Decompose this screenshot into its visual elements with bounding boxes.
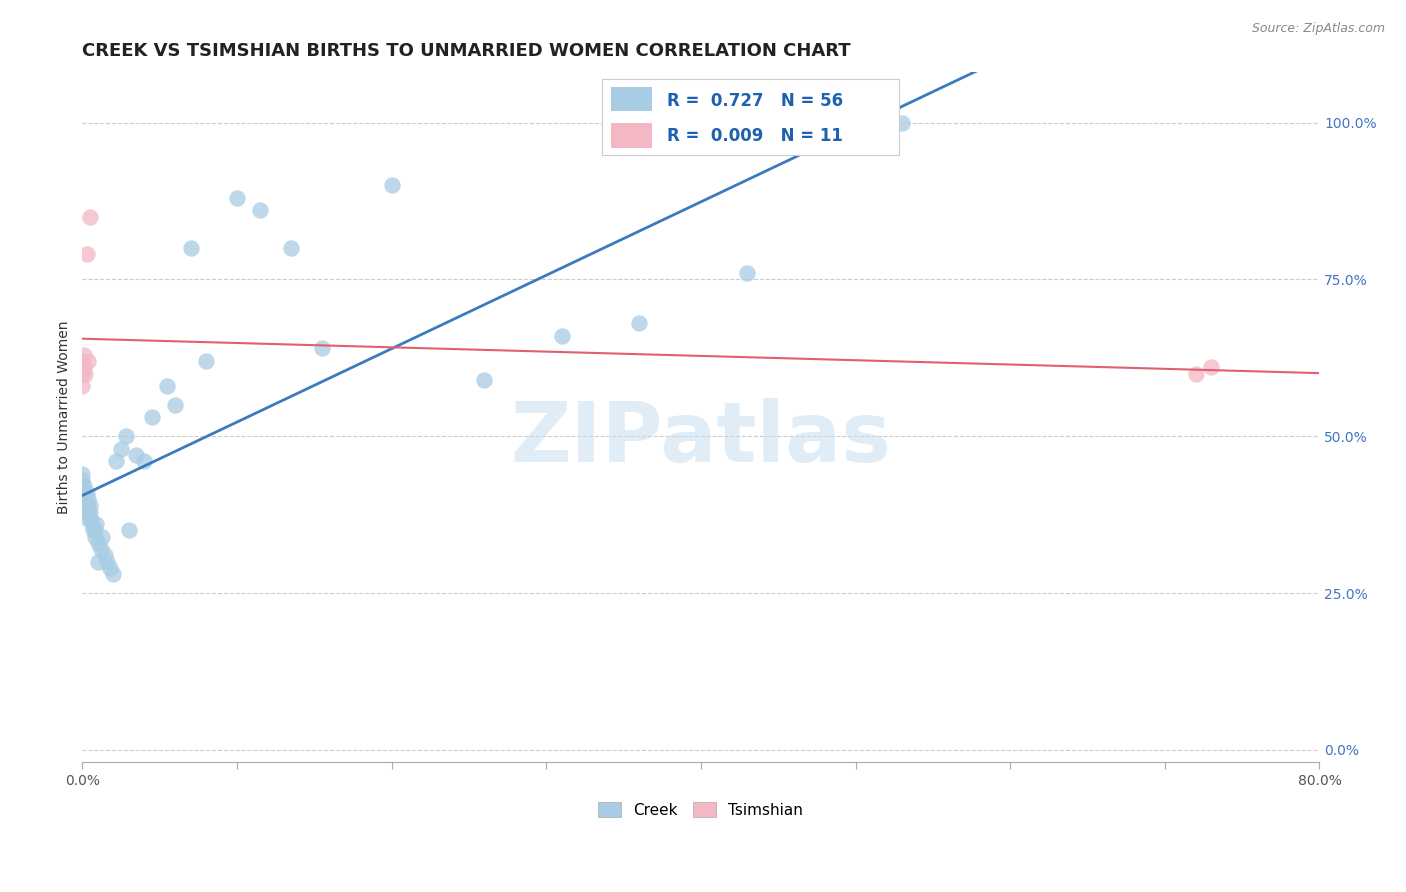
Point (77, 354, 100, 368)
Point (381, 178, 404, 193)
Point (94, 549, 117, 563)
Text: CREEK VS TSIMSHIAN BIRTHS TO UNMARRIED WOMEN CORRELATION CHART: CREEK VS TSIMSHIAN BIRTHS TO UNMARRIED W… (83, 42, 851, 60)
Point (280, 241, 302, 255)
Point (134, 454, 156, 468)
Point (79, 210, 101, 224)
Point (75, 367, 97, 381)
Point (72, 485, 94, 500)
Text: Source: ZipAtlas.com: Source: ZipAtlas.com (1251, 22, 1385, 36)
Point (72, 367, 94, 381)
Point (82, 524, 104, 538)
Point (118, 524, 141, 538)
Point (75, 498, 97, 512)
Point (180, 241, 202, 255)
Point (87, 536, 110, 550)
Point (73, 498, 96, 512)
Point (105, 454, 128, 468)
Point (77, 504, 100, 518)
Point (72, 473, 94, 487)
Point (1184, 367, 1206, 381)
Point (83, 524, 105, 538)
Point (77, 491, 100, 506)
Point (79, 498, 101, 512)
Text: ZIPatlas: ZIPatlas (510, 398, 891, 479)
Point (83, 530, 105, 544)
Point (226, 191, 249, 205)
Point (890, 115, 912, 129)
Point (125, 448, 148, 462)
Point (79, 510, 101, 524)
Point (75, 485, 97, 500)
Point (474, 373, 496, 387)
Point (1199, 360, 1222, 375)
Point (72, 491, 94, 506)
Point (98, 561, 121, 575)
Point (91, 530, 114, 544)
Point (76, 498, 98, 512)
Point (87, 555, 110, 569)
Point (103, 567, 125, 582)
Point (73, 479, 96, 493)
Point (72, 479, 94, 493)
Point (73, 504, 96, 518)
Point (73, 491, 96, 506)
Point (72, 354, 94, 368)
Point (735, 266, 758, 280)
Point (84, 517, 107, 532)
Point (550, 329, 572, 343)
Point (141, 410, 163, 425)
Point (96, 555, 118, 569)
Y-axis label: Births to Unmarried Women: Births to Unmarried Women (58, 321, 72, 514)
Point (73, 485, 96, 500)
Point (72, 504, 94, 518)
Point (80, 517, 103, 532)
Point (156, 379, 179, 393)
Point (73, 360, 96, 375)
Point (72, 379, 94, 393)
Point (76, 510, 98, 524)
Point (76, 247, 98, 261)
Point (114, 429, 136, 443)
Point (72, 467, 94, 481)
Point (90, 542, 112, 557)
Point (79, 504, 101, 518)
Point (249, 203, 271, 218)
Point (627, 316, 650, 330)
Point (195, 354, 218, 368)
Point (73, 348, 96, 362)
Point (76, 485, 98, 500)
Point (110, 442, 132, 456)
Legend: Creek, Tsimshian: Creek, Tsimshian (592, 796, 810, 824)
Point (75, 504, 97, 518)
Point (165, 398, 187, 412)
Point (311, 342, 333, 356)
